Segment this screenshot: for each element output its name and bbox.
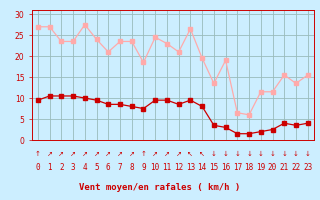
Text: 13: 13 — [186, 164, 195, 172]
Text: 22: 22 — [292, 164, 300, 172]
Text: 14: 14 — [197, 164, 207, 172]
Text: 8: 8 — [129, 164, 134, 172]
Text: ↗: ↗ — [176, 151, 182, 157]
Text: ↗: ↗ — [164, 151, 170, 157]
Text: 4: 4 — [83, 164, 87, 172]
Text: ↑: ↑ — [35, 151, 41, 157]
Text: ↓: ↓ — [269, 151, 276, 157]
Text: ↓: ↓ — [305, 151, 311, 157]
Text: ↓: ↓ — [234, 151, 240, 157]
Text: 17: 17 — [233, 164, 242, 172]
Text: 20: 20 — [268, 164, 277, 172]
Text: 2: 2 — [59, 164, 64, 172]
Text: ↗: ↗ — [47, 151, 52, 157]
Text: ↗: ↗ — [70, 151, 76, 157]
Text: 15: 15 — [209, 164, 219, 172]
Text: 7: 7 — [118, 164, 122, 172]
Text: ↓: ↓ — [246, 151, 252, 157]
Text: 19: 19 — [256, 164, 265, 172]
Text: ↖: ↖ — [199, 151, 205, 157]
Text: 18: 18 — [244, 164, 254, 172]
Text: ↓: ↓ — [281, 151, 287, 157]
Text: 1: 1 — [47, 164, 52, 172]
Text: 9: 9 — [141, 164, 146, 172]
Text: 23: 23 — [303, 164, 312, 172]
Text: ↓: ↓ — [211, 151, 217, 157]
Text: ↗: ↗ — [117, 151, 123, 157]
Text: 16: 16 — [221, 164, 230, 172]
Text: ↗: ↗ — [105, 151, 111, 157]
Text: ↓: ↓ — [293, 151, 299, 157]
Text: 0: 0 — [36, 164, 40, 172]
Text: ↓: ↓ — [258, 151, 264, 157]
Text: ↗: ↗ — [129, 151, 135, 157]
Text: 12: 12 — [174, 164, 183, 172]
Text: 6: 6 — [106, 164, 111, 172]
Text: 21: 21 — [280, 164, 289, 172]
Text: 5: 5 — [94, 164, 99, 172]
Text: 10: 10 — [151, 164, 160, 172]
Text: ↗: ↗ — [82, 151, 88, 157]
Text: ↗: ↗ — [58, 151, 64, 157]
Text: ↗: ↗ — [93, 151, 100, 157]
Text: ↖: ↖ — [188, 151, 193, 157]
Text: 3: 3 — [71, 164, 76, 172]
Text: ↗: ↗ — [152, 151, 158, 157]
Text: 11: 11 — [162, 164, 172, 172]
Text: Vent moyen/en rafales ( km/h ): Vent moyen/en rafales ( km/h ) — [79, 184, 241, 192]
Text: ↑: ↑ — [140, 151, 147, 157]
Text: ↓: ↓ — [223, 151, 228, 157]
